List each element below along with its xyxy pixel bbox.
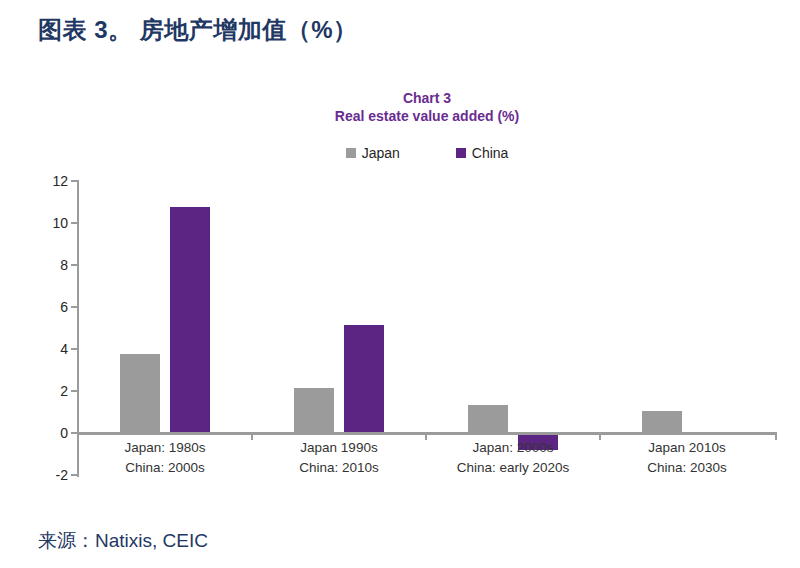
y-tick-label: 6 <box>28 298 68 316</box>
x-category-label: Japan 2010sChina: 2030s <box>592 438 782 478</box>
x-category-line: Japan 1990s <box>244 438 434 458</box>
y-axis-tick <box>71 264 77 266</box>
source-note: 来源：Natixis, CEIC <box>38 528 208 554</box>
bar-china-2 <box>518 435 558 450</box>
x-category-line: Japan 2010s <box>592 438 782 458</box>
y-axis-tick <box>71 432 77 434</box>
x-category-line: China: early 2020s <box>418 458 608 478</box>
legend-label: Japan <box>362 145 400 161</box>
chart-legend: Japan China <box>54 144 800 162</box>
y-tick-label: 4 <box>28 340 68 358</box>
bar-china-1 <box>344 325 384 432</box>
report-page: 图表 3。 房地产增加值（%） Chart 3 Real estate valu… <box>0 0 800 568</box>
x-category-label: Japan: 2000sChina: early 2020s <box>418 438 608 478</box>
y-axis-tick <box>71 348 77 350</box>
chart-subtitle: Real estate value added (%) <box>54 108 800 124</box>
legend-item-china: China <box>456 145 509 161</box>
x-category-line: China: 2030s <box>592 458 782 478</box>
y-axis-tick <box>71 306 77 308</box>
x-category-line: China: 2000s <box>70 458 260 478</box>
y-tick-label: 8 <box>28 256 68 274</box>
x-category-line: China: 2010s <box>244 458 434 478</box>
figure-title: 图表 3。 房地产增加值（%） <box>38 14 358 46</box>
y-tick-label: 2 <box>28 382 68 400</box>
x-axis-line <box>77 432 777 435</box>
bar-japan-0 <box>120 354 160 432</box>
x-category-label: Japan: 1980sChina: 2000s <box>70 438 260 478</box>
y-tick-label: 10 <box>28 214 68 232</box>
chart-title: Chart 3 <box>54 90 800 106</box>
y-tick-label: -2 <box>28 466 68 484</box>
x-axis-tick <box>775 435 777 440</box>
x-category-line: Japan: 1980s <box>70 438 260 458</box>
x-category-label: Japan 1990sChina: 2010s <box>244 438 434 478</box>
legend-label: China <box>472 145 509 161</box>
bar-japan-3 <box>642 411 682 432</box>
y-axis-line <box>77 180 79 477</box>
legend-item-japan: Japan <box>346 145 400 161</box>
y-tick-label: 0 <box>28 424 68 442</box>
y-tick-label: 12 <box>28 172 68 190</box>
x-axis-tick <box>425 435 427 440</box>
bar-japan-1 <box>294 388 334 432</box>
y-axis-tick <box>71 390 77 392</box>
x-axis-tick <box>251 435 253 440</box>
y-axis-tick <box>71 180 77 182</box>
x-axis-tick <box>599 435 601 440</box>
y-axis-tick <box>71 474 77 476</box>
y-axis-tick <box>71 222 77 224</box>
legend-swatch-icon <box>456 148 466 158</box>
legend-swatch-icon <box>346 148 356 158</box>
bar-japan-2 <box>468 405 508 432</box>
bar-china-0 <box>170 207 210 432</box>
x-category-line: Japan: 2000s <box>418 438 608 458</box>
plot-area: 121086420-2Japan: 1980sChina: 2000sJapan… <box>0 0 800 568</box>
